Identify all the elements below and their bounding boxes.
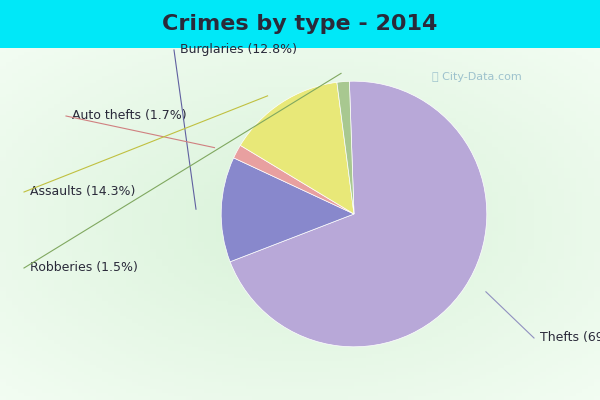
Text: Auto thefts (1.7%): Auto thefts (1.7%) [72, 110, 187, 122]
Wedge shape [241, 82, 354, 214]
Text: Crimes by type - 2014: Crimes by type - 2014 [163, 14, 437, 34]
Text: Assaults (14.3%): Assaults (14.3%) [30, 186, 136, 198]
Text: Thefts (69.7%): Thefts (69.7%) [540, 332, 600, 344]
Text: ⓘ City-Data.com: ⓘ City-Data.com [432, 72, 522, 82]
Text: Burglaries (12.8%): Burglaries (12.8%) [180, 44, 297, 56]
Wedge shape [233, 145, 354, 214]
Wedge shape [337, 81, 354, 214]
Wedge shape [221, 158, 354, 262]
Text: Robberies (1.5%): Robberies (1.5%) [30, 262, 138, 274]
Wedge shape [230, 81, 487, 347]
